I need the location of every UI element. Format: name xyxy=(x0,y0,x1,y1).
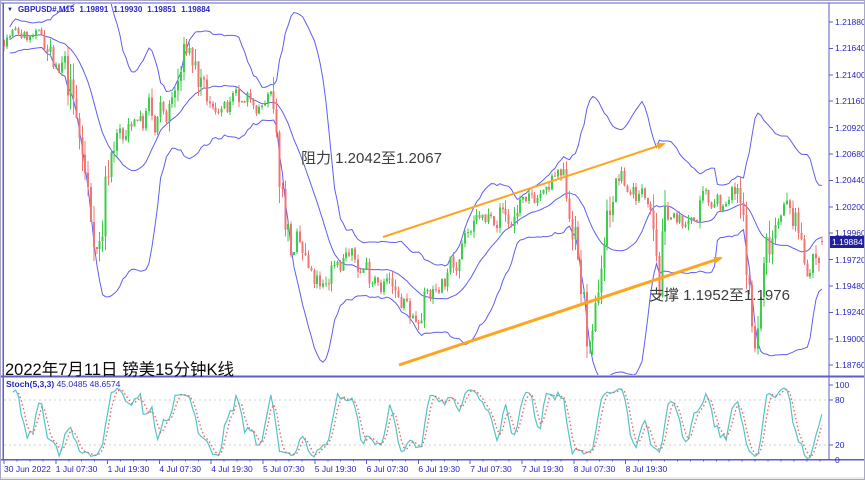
indicator-name: Stoch(5,3,3) xyxy=(6,379,55,389)
price-tick-label: 1.19000 xyxy=(835,333,865,344)
price-tick-label: 1.20200 xyxy=(835,201,865,212)
price-tick-label: 1.19240 xyxy=(835,307,865,318)
time-tick-label: 6 Jul 07:30 xyxy=(366,464,409,474)
time-tick-label: 1 Jul 19:30 xyxy=(107,464,150,474)
price-tick-label: 1.19480 xyxy=(835,281,865,291)
price-tick-label: 1.19960 xyxy=(835,228,865,239)
price-tick-label: 1.21160 xyxy=(835,96,865,107)
indicator-scale-label: 80 xyxy=(835,395,845,405)
chart-frame xyxy=(1,2,864,464)
current-price-badge: 1.19884 xyxy=(830,235,864,248)
time-tick-label: 5 Jul 19:30 xyxy=(314,464,357,474)
indicator-label: Stoch(5,3,3) 45.0485 48.6574 xyxy=(6,379,120,389)
symbol-dropdown-icon[interactable]: ▼ xyxy=(7,6,13,13)
stoch-main-line xyxy=(12,387,823,459)
indicator-scale-label: 100 xyxy=(835,380,850,390)
price-tick-label: 1.18760 xyxy=(835,360,865,371)
trend-channel[interactable] xyxy=(382,142,723,367)
time-tick-label: 8 Jul 07:30 xyxy=(573,464,616,474)
time-tick-label: 7 Jul 07:30 xyxy=(470,464,512,474)
time-tick-label: 1 Jul 07:30 xyxy=(55,464,98,474)
time-tick-label: 7 Jul 19:30 xyxy=(522,464,564,474)
resistance-annotation[interactable]: 阻力 1.2042至1.2067 xyxy=(301,150,442,167)
indicator-signal-value: 48.6574 xyxy=(89,379,121,389)
resistance-trendline xyxy=(382,142,666,238)
price-tick-label: 1.20680 xyxy=(835,149,865,159)
symbol-label: GBPUSD#,M15 xyxy=(17,5,75,14)
price-tick-label: 1.19720 xyxy=(835,254,865,265)
chart-title: ▼ GBPUSD#,M15 1.19891 1.19930 1.19851 1.… xyxy=(7,5,210,14)
time-tick-label: 6 Jul 19:30 xyxy=(418,464,460,474)
support-trendline xyxy=(398,256,723,367)
time-tick-label: 5 Jul 07:30 xyxy=(263,464,305,474)
indicator-scale-label: 0 xyxy=(835,455,840,465)
bottom-strip xyxy=(1,477,864,479)
stochastic-pane xyxy=(4,387,829,459)
date-annotation[interactable]: 2022年7月11日 镑美15分钟K线 xyxy=(5,361,234,379)
candles xyxy=(3,26,823,359)
main-chart-pane xyxy=(3,4,823,375)
ohlc-close: 1.19884 xyxy=(181,5,211,14)
price-tick-label: 1.21400 xyxy=(835,69,865,80)
ohlc-high: 1.19930 xyxy=(113,5,143,14)
bollinger-bands xyxy=(9,4,823,375)
indicator-main-value: 45.0485 xyxy=(56,379,88,389)
price-tick-label: 1.21640 xyxy=(835,43,865,54)
ohlc-low: 1.19851 xyxy=(147,5,177,14)
ohlc-open: 1.19891 xyxy=(79,5,109,14)
price-tick-label: 1.21880 xyxy=(835,17,865,27)
price-tick-label: 1.20920 xyxy=(835,122,865,133)
time-tick-label: 4 Jul 07:30 xyxy=(159,464,201,474)
time-tick-label: 4 Jul 19:30 xyxy=(211,464,253,474)
time-tick-label: 8 Jul 19:30 xyxy=(625,464,668,474)
time-tick-label: 30 Jun 2022 xyxy=(4,464,51,474)
support-annotation[interactable]: 支撑 1.1952至1.1976 xyxy=(649,287,790,304)
price-tick-label: 1.20440 xyxy=(835,175,865,186)
indicator-scale-label: 20 xyxy=(835,440,845,450)
